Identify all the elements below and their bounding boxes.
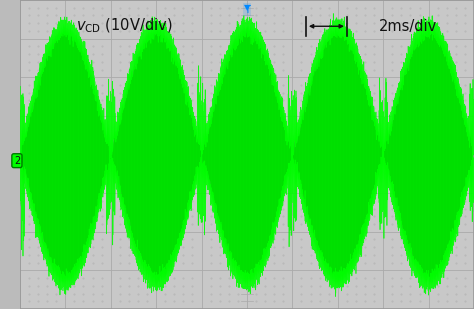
Text: ▼: ▼	[244, 3, 250, 12]
Text: T: T	[244, 5, 250, 15]
Text: $v_\mathrm{CD}$ (10V/div): $v_\mathrm{CD}$ (10V/div)	[76, 17, 173, 36]
Text: 2ms/div: 2ms/div	[379, 19, 438, 34]
Text: 2: 2	[14, 156, 20, 166]
